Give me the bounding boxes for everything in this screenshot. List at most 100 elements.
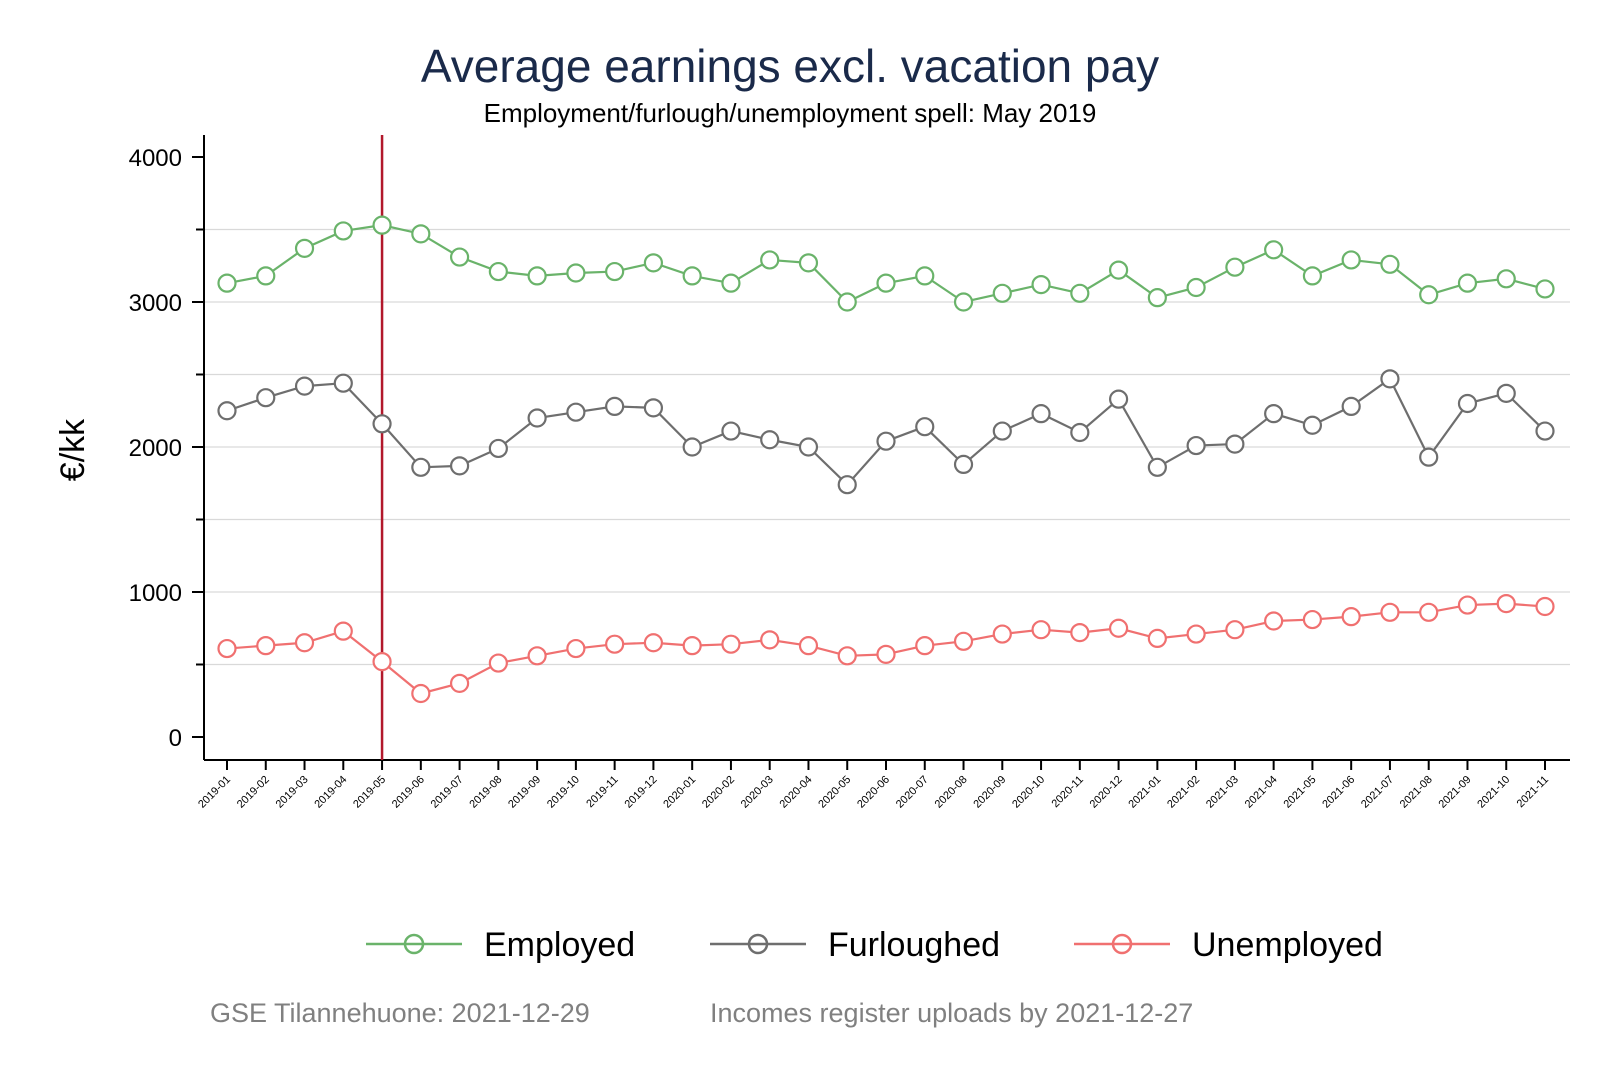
- point-employed-2021-10: [1496, 269, 1516, 289]
- point-furloughed-2020-04: [798, 437, 819, 457]
- footnote-right: Incomes register uploads by 2021-12-27: [710, 998, 1193, 1028]
- point-furloughed-2019-06: [411, 457, 431, 477]
- point-furloughed-2021-08: [1419, 447, 1439, 467]
- x-tick-label-2019-06: 2019-06: [390, 774, 427, 811]
- point-employed-2020-01: [682, 266, 702, 286]
- point-employed-2020-07: [915, 266, 935, 286]
- series-employed: [217, 215, 1555, 312]
- point-unemployed-2021-04: [1264, 611, 1284, 631]
- point-unemployed-2021-08: [1419, 602, 1439, 622]
- point-employed-2020-12: [1108, 260, 1129, 280]
- x-tick-label-2019-02: 2019-02: [235, 774, 272, 811]
- y-tick-label-2000: 2000: [129, 435, 182, 462]
- point-furloughed-2019-04: [333, 373, 353, 393]
- legend-label-furloughed: Furloughed: [828, 926, 1000, 964]
- legend-item-furloughed: Furloughed: [710, 926, 1000, 964]
- point-unemployed-2019-02: [256, 636, 276, 656]
- series-unemployed: [217, 593, 1555, 704]
- point-furloughed-2019-11: [605, 396, 625, 416]
- point-furloughed-2020-05: [837, 475, 857, 495]
- series-group: [217, 215, 1555, 704]
- point-employed-2021-06: [1341, 250, 1361, 270]
- point-unemployed-2021-02: [1186, 624, 1206, 644]
- point-unemployed-2020-09: [992, 624, 1012, 644]
- point-unemployed-2020-03: [760, 630, 780, 650]
- point-furloughed-2020-10: [1031, 404, 1051, 424]
- x-tick-label-2020-03: 2020-03: [739, 774, 776, 811]
- x-tick-label-2020-08: 2020-08: [933, 774, 970, 811]
- point-furloughed-2020-07: [915, 417, 935, 437]
- y-tick-label-1000: 1000: [129, 580, 182, 607]
- x-tick-label-2020-11: 2020-11: [1049, 774, 1085, 810]
- point-employed-2021-02: [1186, 277, 1206, 298]
- point-employed-2019-06: [411, 224, 431, 244]
- y-tick-label-3000: 3000: [129, 290, 182, 317]
- x-tick-label-2019-07: 2019-07: [429, 774, 466, 811]
- x-tick-label-2021-07: 2021-07: [1359, 774, 1396, 811]
- point-employed-2020-05: [837, 292, 857, 312]
- point-employed-2021-05: [1302, 266, 1323, 286]
- point-furloughed-2019-01: [217, 401, 237, 421]
- footnote-left: GSE Tilannehuone: 2021-12-29: [210, 998, 590, 1028]
- point-unemployed-2020-08: [953, 631, 974, 651]
- chart-subtitle: Employment/furlough/unemployment spell: …: [484, 98, 1097, 128]
- point-unemployed-2021-06: [1341, 607, 1361, 627]
- point-furloughed-2020-11: [1070, 422, 1090, 443]
- y-tick-label-0: 0: [169, 725, 182, 752]
- x-tick-label-2019-08: 2019-08: [467, 774, 504, 811]
- point-unemployed-2019-05: [372, 651, 392, 672]
- legend-item-employed: Employed: [366, 926, 635, 964]
- point-unemployed-2019-07: [449, 673, 470, 693]
- point-employed-2019-10: [566, 263, 586, 283]
- point-unemployed-2019-08: [488, 653, 508, 673]
- point-employed-2020-04: [798, 253, 819, 273]
- x-ticks: 2019-01 2019-02 2019-03 2019-04 2019-05 2019-…: [196, 760, 1551, 811]
- x-tick-label-2020-07: 2020-07: [894, 774, 931, 811]
- point-unemployed-2021-07: [1380, 602, 1400, 622]
- point-unemployed-2021-05: [1302, 609, 1323, 630]
- point-unemployed-2021-11: [1535, 596, 1555, 617]
- x-tick-label-2021-01: 2021-01: [1126, 774, 1163, 811]
- point-unemployed-2019-04: [333, 621, 353, 641]
- x-tick-label-2019-03: 2019-03: [274, 774, 311, 811]
- y-axis-label: €/kk: [54, 418, 92, 481]
- point-employed-2021-11: [1535, 279, 1555, 299]
- point-employed-2019-05: [372, 215, 392, 235]
- point-furloughed-2021-11: [1535, 421, 1555, 441]
- x-tick-label-2020-04: 2020-04: [778, 774, 815, 811]
- x-tick-label-2020-06: 2020-06: [855, 774, 892, 811]
- x-tick-label-2020-09: 2020-09: [971, 774, 1008, 811]
- point-unemployed-2019-11: [605, 634, 625, 654]
- x-tick-label-2021-06: 2021-06: [1320, 774, 1357, 811]
- point-employed-2020-11: [1070, 283, 1090, 303]
- point-furloughed-2020-02: [721, 421, 741, 441]
- point-unemployed-2021-03: [1225, 620, 1245, 640]
- point-furloughed-2020-03: [760, 430, 780, 450]
- legend-marker-employed: [403, 933, 425, 955]
- point-employed-2020-06: [876, 273, 896, 293]
- x-tick-label-2020-12: 2020-12: [1088, 774, 1125, 811]
- point-unemployed-2021-09: [1457, 595, 1478, 615]
- x-tick-label-2021-10: 2021-10: [1475, 774, 1512, 811]
- point-employed-2021-09: [1457, 273, 1478, 293]
- legend-marker-unemployed: [1111, 933, 1133, 955]
- point-furloughed-2021-02: [1186, 435, 1206, 456]
- point-furloughed-2019-07: [449, 456, 470, 476]
- x-tick-label-2021-02: 2021-02: [1165, 774, 1202, 811]
- point-employed-2021-01: [1147, 288, 1167, 308]
- point-furloughed-2020-12: [1108, 389, 1129, 409]
- legend-item-unemployed: Unemployed: [1074, 926, 1383, 964]
- point-furloughed-2021-04: [1264, 404, 1284, 424]
- point-employed-2019-03: [294, 238, 315, 258]
- point-unemployed-2020-04: [798, 636, 819, 656]
- x-tick-label-2021-11: 2021-11: [1515, 774, 1551, 810]
- point-furloughed-2020-01: [682, 437, 702, 457]
- x-tick-label-2020-01: 2020-01: [661, 774, 698, 811]
- point-employed-2020-03: [760, 250, 780, 270]
- point-employed-2019-12: [643, 253, 664, 273]
- point-employed-2019-04: [333, 221, 353, 241]
- point-unemployed-2020-06: [876, 644, 896, 664]
- point-unemployed-2020-11: [1070, 622, 1090, 643]
- point-unemployed-2020-01: [682, 636, 702, 656]
- x-tick-label-2021-05: 2021-05: [1281, 774, 1318, 811]
